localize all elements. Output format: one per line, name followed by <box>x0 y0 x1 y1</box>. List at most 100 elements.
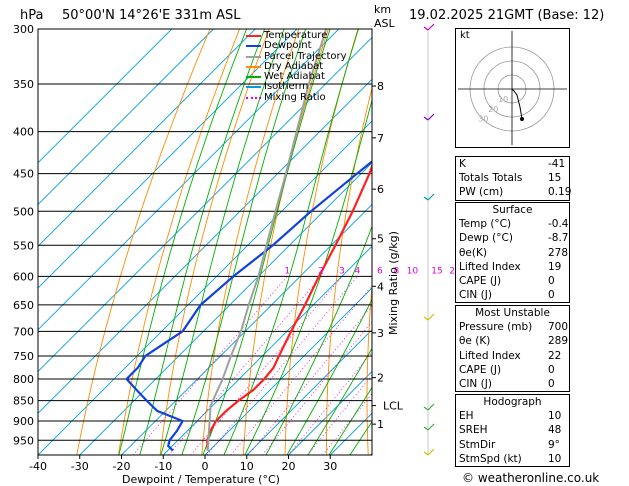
mixing-ratio-label: 3 <box>339 266 345 276</box>
mixing-ratio-label: 15 <box>431 266 442 276</box>
row-label: PW (cm) <box>459 186 504 199</box>
isotherm-line <box>38 29 340 331</box>
pressure-tick-label: 700 <box>13 325 34 338</box>
row-label: StmSpd (kt) <box>459 452 522 465</box>
table-row: EH 10 <box>456 409 569 423</box>
legend-item: Wet Adiabat <box>246 72 347 82</box>
legend-swatch <box>246 35 261 37</box>
dry-adiabat-line <box>619 29 629 455</box>
legend-label: Wet Adiabat <box>264 71 325 83</box>
wet-adiabat-line <box>328 386 372 455</box>
pressure-tick-label: 600 <box>13 270 34 283</box>
wet-adiabat-line <box>181 29 307 455</box>
row-label: Lifted Index <box>459 349 521 362</box>
row-label: EH <box>459 410 474 423</box>
legend-swatch <box>246 65 261 68</box>
row-label: StmDir <box>459 438 496 451</box>
table-row: CIN (J) 0 <box>456 377 569 391</box>
row-value: 0 <box>548 363 555 376</box>
wet-adiabat-line <box>160 29 285 455</box>
wind-barb <box>423 403 435 411</box>
legend-label: Dewpoint <box>264 40 312 52</box>
wind-barb <box>423 23 435 31</box>
pressure-tick-label: 900 <box>13 415 34 428</box>
table-row: PW (cm) 0.19 <box>456 185 572 199</box>
km-tick-label: 7 <box>377 132 384 145</box>
dry-adiabat-line <box>159 29 270 455</box>
row-value: 10 <box>548 452 562 465</box>
isotherm-line <box>288 370 372 455</box>
row-label: Temp (°C) <box>459 218 512 231</box>
location-title: 50°00'N 14°26'E 331m ASL <box>62 8 241 23</box>
mixing-ratio-label: 10 <box>407 266 419 276</box>
km-tick-label: 3 <box>377 327 384 340</box>
stats-table: K -41 Totals Totals 15 PW (cm) 0.19 <box>455 156 572 201</box>
row-value: 0 <box>548 274 555 287</box>
legend-item: Isotherm <box>246 82 347 92</box>
row-value: 22 <box>548 349 562 362</box>
row-value: 10 <box>548 410 562 423</box>
legend-label: Dry Adiabat <box>264 60 324 72</box>
dry-adiabat-line <box>406 29 447 455</box>
dry-adiabat-line <box>201 29 300 455</box>
table-row: SREH 48 <box>456 423 569 437</box>
table-row: θe(K) 278 <box>456 246 569 260</box>
x-axis-label: Dewpoint / Temperature (°C) <box>122 473 280 486</box>
row-value: 0 <box>548 377 555 390</box>
dry-adiabat-line <box>586 29 618 455</box>
legend-item: Dry Adiabat <box>246 60 347 72</box>
table-row: Lifted Index 22 <box>456 349 569 363</box>
isotherm-line <box>162 245 372 455</box>
dry-adiabat-line <box>284 29 359 455</box>
datetime-title: 19.02.2025 21GMT (Base: 12) <box>409 8 605 23</box>
wet-adiabat-line <box>286 298 372 455</box>
legend-label: Mixing Ratio <box>264 91 326 103</box>
row-label: SREH <box>459 424 488 437</box>
mixing-ratio-label: 8 <box>394 266 400 276</box>
row-label: Dewp (°C) <box>459 232 513 245</box>
table-row: CAPE (J) 0 <box>456 274 569 288</box>
table-row: Pressure (mb) 700 <box>456 320 569 334</box>
table-row: Totals Totals 15 <box>456 171 569 185</box>
row-value: -0.4 <box>548 218 569 231</box>
wind-barb <box>423 193 435 201</box>
mixing-ratio-label: 1 <box>284 266 290 276</box>
pressure-tick-label: 750 <box>13 350 34 363</box>
wet-adiabat-line <box>118 29 248 455</box>
x-tick-label: -30 <box>71 460 89 473</box>
row-value: 9° <box>548 438 560 451</box>
mixing-ratio-line <box>230 285 372 455</box>
surface-table: Surface Temp (°C) -0.4 Dewp (°C) -8.7 θe(K) 27… <box>455 202 570 304</box>
row-value: 700 <box>548 321 569 334</box>
km-tick-label: 6 <box>377 183 384 196</box>
wet-adiabat-line <box>265 225 372 455</box>
table-row: StmDir 9° <box>456 438 569 452</box>
legend-swatch <box>246 76 261 79</box>
pressure-tick-label: 500 <box>13 205 34 218</box>
table-row: Lifted Index 19 <box>456 260 569 274</box>
pressure-tick-label: 350 <box>13 78 34 91</box>
table-row: Temp (°C) -0.4 <box>456 217 569 231</box>
row-value: 278 <box>548 246 569 259</box>
km-label: km <box>374 3 392 16</box>
km-tick-label: 2 <box>377 372 384 385</box>
hodograph-table: Hodograph EH 10 SREH 48 StmDir 9° StmSpd (kt) 10 <box>455 394 570 467</box>
hodograph: kt 10 20 30 <box>455 28 570 148</box>
hodograph-ring-label: 30 <box>478 115 488 124</box>
x-tick-label: -10 <box>154 460 172 473</box>
row-label: θe(K) <box>459 246 487 259</box>
hodograph-ring-label: 10 <box>498 95 508 104</box>
legend-label: Parcel Trajectory <box>264 50 347 62</box>
x-tick-label: 30 <box>323 460 337 473</box>
hodograph-ring-label: 20 <box>488 105 498 114</box>
row-label: Lifted Index <box>459 260 521 273</box>
row-label: CIN (J) <box>459 377 492 390</box>
mixing-ratio-line <box>247 305 372 455</box>
legend-item: Mixing Ratio <box>246 91 347 103</box>
row-value: 0 <box>548 289 555 302</box>
table-row: StmSpd (kt) 10 <box>456 452 569 466</box>
row-value: 0.19 <box>548 186 572 199</box>
dry-adiabat-line <box>326 86 372 455</box>
wet-adiabat-line <box>244 98 372 455</box>
legend-swatch <box>246 96 261 99</box>
